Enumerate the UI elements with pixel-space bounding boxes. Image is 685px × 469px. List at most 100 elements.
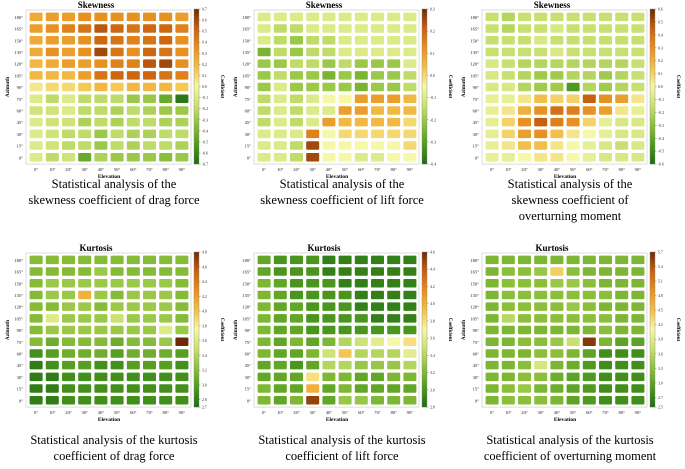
heatmap-cell	[126, 153, 140, 162]
heatmap-cell	[615, 325, 629, 335]
heatmap-cell	[159, 384, 173, 393]
heatmap-cell	[175, 255, 189, 265]
y-tick-label: 75°	[473, 340, 480, 345]
heatmap-cell	[29, 141, 43, 150]
heatmap-cell	[338, 279, 352, 288]
y-tick-label: 45°	[473, 363, 480, 368]
heatmap-cell	[78, 314, 92, 323]
colorbar-tick-label: 5.4	[658, 265, 663, 269]
heatmap-cell	[78, 129, 92, 139]
heatmap-cell	[257, 337, 271, 346]
heatmap-cell	[354, 94, 368, 103]
heatmap-cell	[582, 384, 596, 393]
heatmap-cell	[273, 302, 287, 311]
heatmap-cell	[62, 314, 75, 323]
caption-line: coefficient of lift force	[285, 449, 399, 463]
heatmap-cell	[566, 24, 580, 33]
heatmap-cell	[518, 349, 531, 358]
heatmap-cell	[387, 153, 401, 162]
heatmap-cell	[78, 47, 92, 57]
heatmap-cell	[534, 82, 548, 92]
heatmap-cell	[338, 360, 352, 370]
heatmap-cell	[338, 129, 352, 139]
chart-title: Skewness	[534, 0, 571, 10]
heatmap-cell	[62, 94, 75, 103]
heatmap-cell	[322, 36, 336, 45]
heatmap-cell	[62, 267, 75, 276]
heatmap-cell	[566, 396, 580, 405]
colorbar-tick-label: 3.9	[658, 338, 663, 342]
heatmap-cell	[485, 82, 499, 92]
heatmap-cell	[485, 360, 499, 370]
x-tick-label: 90°	[179, 167, 186, 172]
heatmap-cell	[387, 94, 401, 103]
heatmap-cell	[534, 302, 548, 311]
heatmap-cell	[387, 106, 401, 115]
heatmap-cell	[126, 47, 140, 57]
heatmap-cell	[371, 290, 384, 300]
x-tick-label: 10°	[49, 167, 56, 172]
heatmap-cell	[354, 302, 368, 311]
heatmap-cell	[501, 349, 515, 358]
heatmap-cell	[631, 290, 645, 300]
chart-title: Kurtosis	[307, 243, 341, 253]
heatmap-cell	[403, 71, 417, 80]
heatmap-cell	[143, 153, 156, 162]
x-tick-label: 90°	[635, 410, 642, 415]
heatmap-cell	[257, 141, 271, 150]
heatmap-cell	[631, 36, 645, 45]
heatmap-cell	[354, 314, 368, 323]
heatmap-cell	[273, 396, 287, 405]
heatmap-cell	[631, 349, 645, 358]
heatmap-cell	[518, 129, 531, 139]
heatmap-cell	[175, 106, 189, 115]
heatmap-cell	[306, 82, 320, 92]
heatmap-cell	[599, 337, 612, 346]
heatmap-cell	[354, 82, 368, 92]
heatmap-cell	[159, 267, 173, 276]
heatmap-cell	[403, 396, 417, 405]
caption-line: coefficient of overturning moment	[483, 449, 657, 463]
heatmap-cell	[290, 325, 303, 335]
colorbar-tick-label: 3.8	[202, 324, 207, 328]
colorbar-tick-label: 3.0	[430, 388, 435, 392]
heatmap-cell	[29, 325, 43, 335]
chart-title: Skewness	[306, 0, 343, 10]
colorbar-tick-label: 0.6	[658, 8, 663, 12]
heatmap-cell	[485, 71, 499, 80]
heatmap-cell	[566, 314, 580, 323]
y-tick-label: 60°	[245, 108, 252, 113]
colorbar-tick-label: -0.1	[202, 96, 208, 100]
heatmap-cell	[29, 360, 43, 370]
x-tick-label: 40°	[326, 410, 333, 415]
heatmap-cell	[501, 314, 515, 323]
heatmap-cell	[371, 325, 384, 335]
colorbar-tick-label: 3.6	[658, 352, 663, 356]
heatmap-cell	[273, 12, 287, 22]
heatmap-cell	[110, 337, 124, 346]
heatmap-cell	[534, 314, 548, 323]
heatmap-cell	[371, 314, 384, 323]
y-tick-label: 90°	[17, 328, 24, 333]
heatmap-cell	[78, 117, 92, 127]
heatmap-cell	[550, 290, 564, 300]
heatmap-cell	[322, 290, 336, 300]
heatmap-cell	[631, 255, 645, 265]
y-tick-label: 165°	[14, 27, 23, 32]
heatmap-cell	[45, 384, 59, 393]
y-tick-label: 135°	[242, 50, 251, 55]
heatmap-cell	[45, 267, 59, 276]
heatmap-cell	[273, 325, 287, 335]
heatmap-cell	[94, 314, 108, 323]
colorbar-tick-label: -0.5	[658, 150, 664, 154]
heatmap-cell	[534, 279, 548, 288]
heatmap-cell	[485, 325, 499, 335]
heatmap-cell	[518, 24, 531, 33]
y-tick-label: 30°	[17, 132, 24, 137]
heatmap-cell	[29, 71, 43, 80]
colorbar-tick-label: -0.2	[202, 107, 208, 111]
heatmap-cell	[45, 94, 59, 103]
heatmap-cell	[599, 94, 612, 103]
heatmap-cell	[354, 141, 368, 150]
heatmap-cell	[599, 106, 612, 115]
